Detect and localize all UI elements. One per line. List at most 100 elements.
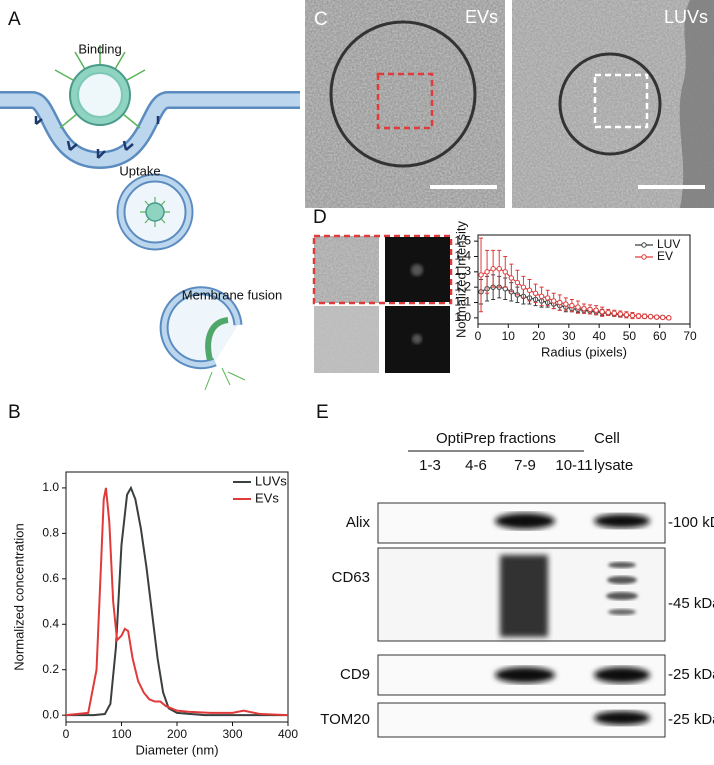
x-tick-label: 70: [683, 329, 697, 343]
image-label: LUVs: [664, 7, 708, 27]
plot-frame: [477, 234, 691, 325]
y-tick-label: 1.2: [454, 279, 471, 293]
diagram-label: Uptake: [119, 163, 160, 178]
panel-label: B: [8, 402, 21, 423]
x-tick-label: 30: [562, 329, 576, 343]
x-axis-label: Radius (pixels): [541, 344, 627, 359]
point: [520, 284, 527, 290]
point: [599, 309, 605, 315]
point: [611, 310, 617, 316]
point: [532, 290, 539, 297]
blot-bands: [495, 513, 650, 725]
size-marker: -25 kDa: [668, 711, 714, 728]
point: [551, 298, 557, 304]
point: [490, 266, 496, 272]
point: [617, 311, 624, 317]
point: [508, 275, 515, 281]
point: [544, 295, 551, 301]
micrograph: [305, 0, 714, 208]
x-axis-label: Diameter (nm): [135, 742, 218, 757]
y-tick-label: 1.5: [454, 233, 471, 247]
x-tick-label: 60: [653, 329, 667, 343]
point: [660, 314, 666, 321]
point: [526, 287, 533, 293]
series-line: [66, 485, 288, 717]
point: [538, 293, 545, 300]
row-label: CD9: [340, 666, 370, 683]
size-marker: -45 kDa: [668, 595, 714, 612]
point: [581, 305, 587, 312]
legend-label: EVs: [255, 490, 279, 505]
size-marker: -100 kDa: [668, 514, 714, 531]
point: [629, 312, 636, 319]
point: [605, 309, 611, 316]
image-label: EVs: [465, 7, 498, 27]
row-label: TOM20: [320, 711, 370, 728]
y-axis-label: Normalized concentration: [11, 523, 26, 670]
y-tick-label: 0.0: [42, 707, 59, 721]
lane-label: 1-3: [419, 457, 441, 474]
y-tick-label: 0.8: [42, 526, 59, 540]
blot-header: OptiPrep fractions: [436, 430, 556, 447]
point: [557, 299, 563, 306]
point: [569, 302, 575, 309]
y-tick-label: 1.0: [42, 480, 59, 494]
x-tick-label: 400: [278, 727, 298, 741]
legend-marker: [641, 242, 647, 248]
y-tick-label: 1.1: [454, 295, 471, 309]
x-tick-label: 100: [111, 727, 131, 741]
point: [641, 313, 648, 320]
lane-label: Cell: [594, 430, 620, 447]
point: [563, 301, 569, 307]
series-line: [65, 487, 289, 717]
legend-label: LUVs: [255, 473, 287, 488]
y-tick-label: 1.4: [454, 249, 471, 263]
y-tick-label: 1.3: [454, 264, 471, 278]
point: [635, 313, 642, 319]
x-tick-label: 200: [167, 727, 187, 741]
row-label: CD63: [332, 569, 370, 586]
panel-label: C: [314, 9, 328, 30]
y-tick-label: 0.4: [42, 616, 59, 630]
x-tick-label: 20: [532, 329, 546, 343]
x-tick-label: 50: [623, 329, 637, 343]
point: [502, 269, 508, 275]
x-tick-label: 0: [63, 727, 70, 741]
lane-label: 10-11: [555, 457, 592, 474]
y-axis-label: Normalized intensity: [453, 220, 468, 338]
point: [478, 272, 484, 278]
point: [484, 269, 490, 275]
diagram: [0, 45, 300, 391]
diagram-label: Membrane fusion: [182, 287, 282, 302]
panel-label: D: [313, 207, 327, 228]
point: [514, 279, 521, 286]
panel-label: A: [8, 9, 21, 30]
legend-marker: [641, 254, 647, 260]
x-tick-label: 40: [592, 329, 606, 343]
size-marker: -25 kDa: [668, 666, 714, 683]
lane-label: 7-9: [514, 457, 536, 474]
row-label: Alix: [346, 514, 371, 531]
y-tick-label: 1.0: [454, 310, 471, 324]
diagram-label: Binding: [78, 41, 121, 56]
point: [593, 307, 599, 313]
point: [575, 304, 581, 310]
point: [647, 313, 654, 320]
point: [496, 266, 502, 272]
legend-label: LUV: [657, 237, 680, 251]
lane-label: 4-6: [465, 457, 487, 474]
legend-label: EV: [657, 249, 673, 263]
y-tick-label: 0.2: [42, 662, 59, 676]
x-tick-label: 0: [475, 329, 482, 343]
point: [666, 315, 672, 321]
panel-label: E: [316, 402, 329, 423]
lane-label: lysate: [594, 457, 633, 474]
point: [623, 312, 630, 318]
x-tick-label: 300: [222, 727, 242, 741]
point: [587, 306, 593, 313]
fft-thumbnails: [312, 234, 453, 373]
y-tick-label: 0.6: [42, 571, 59, 585]
x-tick-label: 10: [502, 329, 516, 343]
point: [653, 314, 660, 320]
